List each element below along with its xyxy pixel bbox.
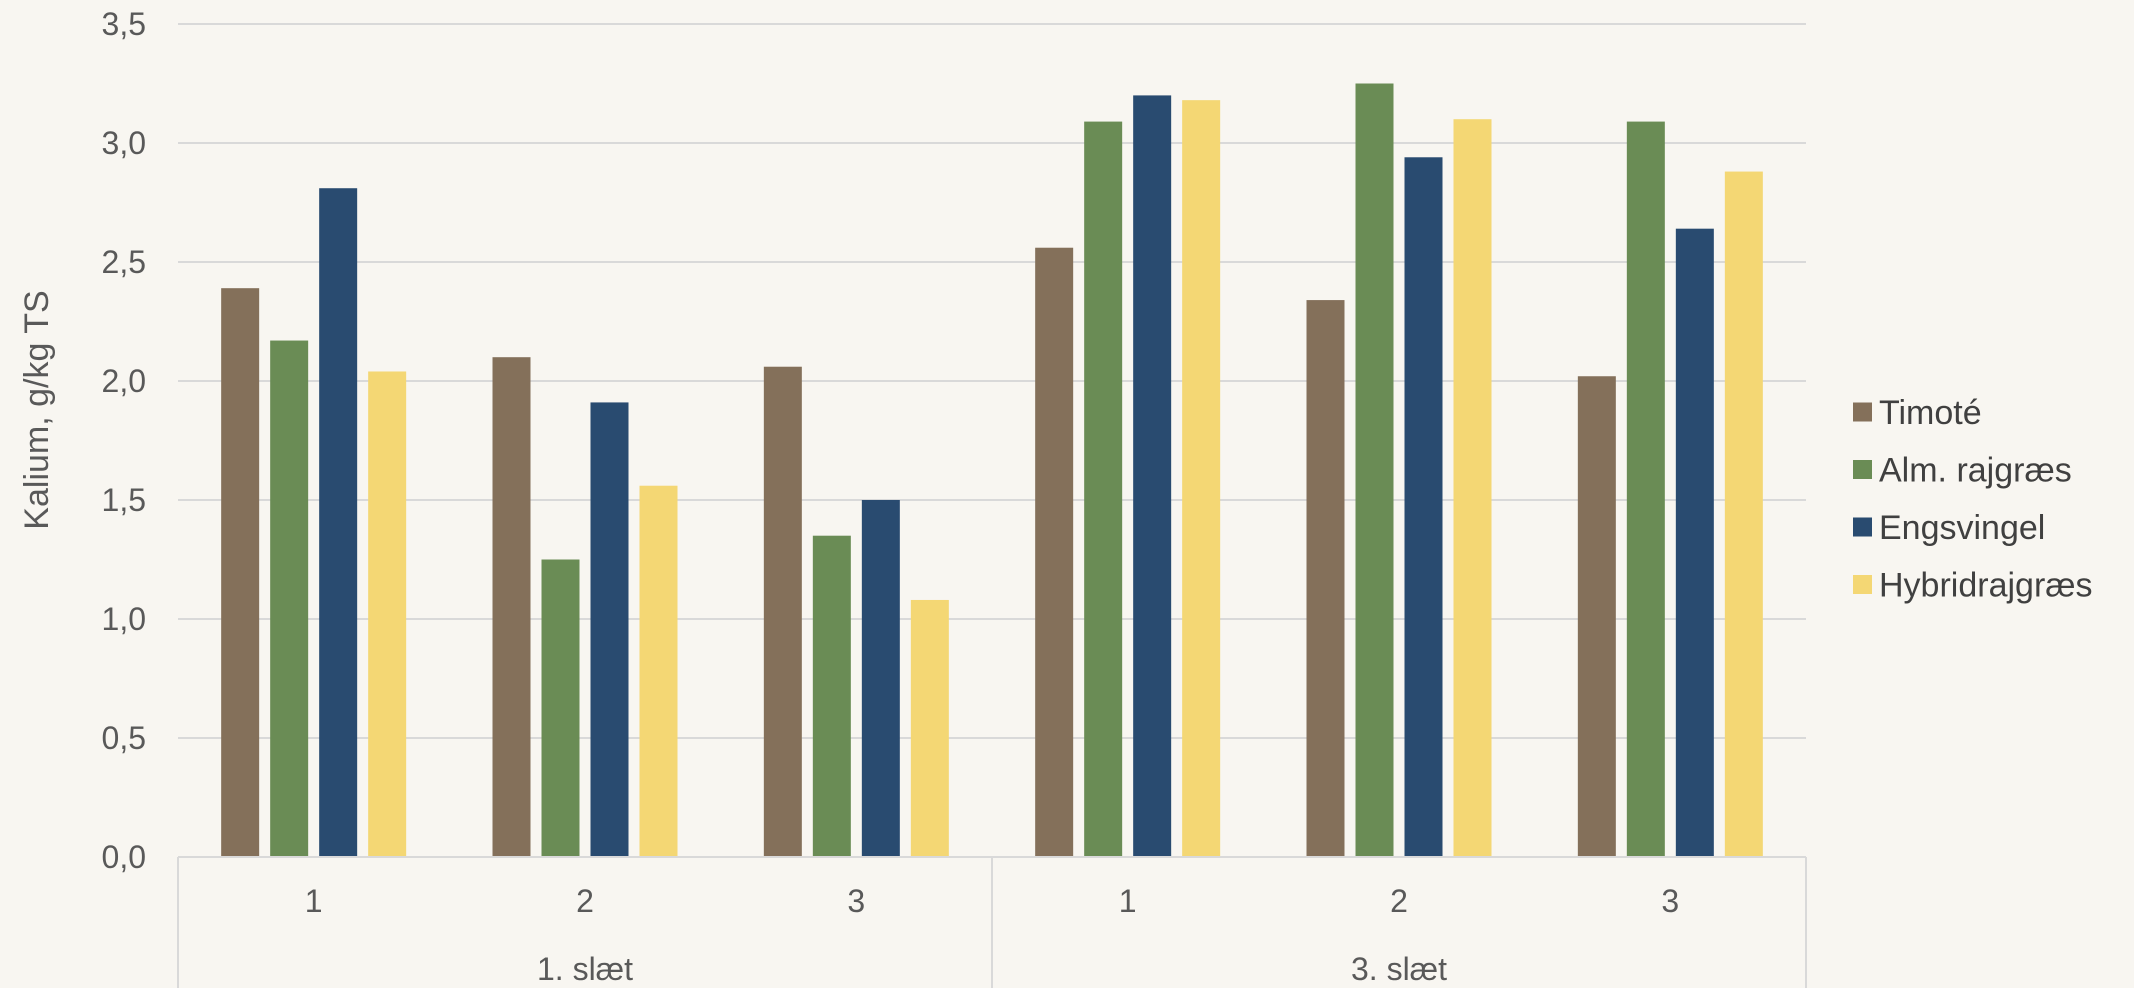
bar (763, 366, 802, 857)
x-category-label: 2 (1390, 883, 1408, 919)
bar (270, 340, 309, 857)
bar (368, 371, 407, 857)
x-category-label: 1 (305, 883, 323, 919)
y-tick-label: 0,5 (102, 720, 146, 756)
bar (639, 485, 678, 857)
y-tick-label: 2,0 (102, 363, 146, 399)
bar (1626, 121, 1665, 857)
bar (221, 288, 260, 857)
y-axis-title: Kalium, g/kg TS (18, 290, 56, 529)
bar (1306, 300, 1345, 858)
bar (590, 402, 629, 857)
legend-swatch (1853, 517, 1872, 537)
bar (1035, 247, 1074, 858)
bar (1404, 157, 1443, 857)
bar (1577, 376, 1616, 857)
y-tick-label: 3,5 (102, 6, 146, 42)
bar (861, 500, 900, 857)
legend-swatch (1853, 460, 1872, 479)
x-group-label: 3. slæt (1351, 951, 1447, 987)
axes (177, 856, 1807, 988)
y-tick-labels: 0,0 0,5 1,0 1,5 2,0 2,5 3,0 3,5 (102, 6, 146, 875)
x-category-labels: 1 2 3 1 2 3 1. slæt 3. slæt (305, 883, 1679, 987)
x-group-label: 1. slæt (537, 951, 633, 987)
x-category-label: 3 (1661, 883, 1679, 919)
x-category-label: 1 (1119, 883, 1137, 919)
legend-swatch (1853, 575, 1872, 594)
legend-label: Alm. rajgræs (1879, 452, 2072, 490)
gridlines (178, 23, 1806, 739)
bar (1355, 83, 1394, 857)
bar (1084, 121, 1123, 857)
bar (1133, 95, 1172, 857)
legend-label: Timoté (1879, 394, 1982, 432)
bar (319, 188, 358, 858)
bar (1675, 228, 1714, 857)
y-tick-label: 3,0 (102, 125, 146, 161)
bars (221, 83, 1763, 858)
bar (1453, 119, 1492, 857)
bar (1724, 171, 1763, 857)
legend-swatch (1853, 402, 1872, 422)
y-tick-label: 1,5 (102, 482, 146, 518)
y-tick-label: 2,5 (102, 244, 146, 280)
legend-label: Hybridrajgræs (1879, 567, 2093, 605)
bar (910, 599, 949, 857)
legend-label: Engsvingel (1879, 509, 2045, 547)
x-category-label: 2 (576, 883, 594, 919)
x-category-label: 3 (847, 883, 865, 919)
y-tick-label: 1,0 (102, 601, 146, 637)
y-tick-label: 0,0 (102, 839, 146, 875)
bar (492, 357, 531, 857)
bar (541, 559, 580, 857)
bar (1182, 100, 1221, 857)
bar (812, 535, 851, 857)
legend: Timoté Alm. rajgræs Engsvingel Hybridrajgræ… (1853, 394, 2093, 605)
